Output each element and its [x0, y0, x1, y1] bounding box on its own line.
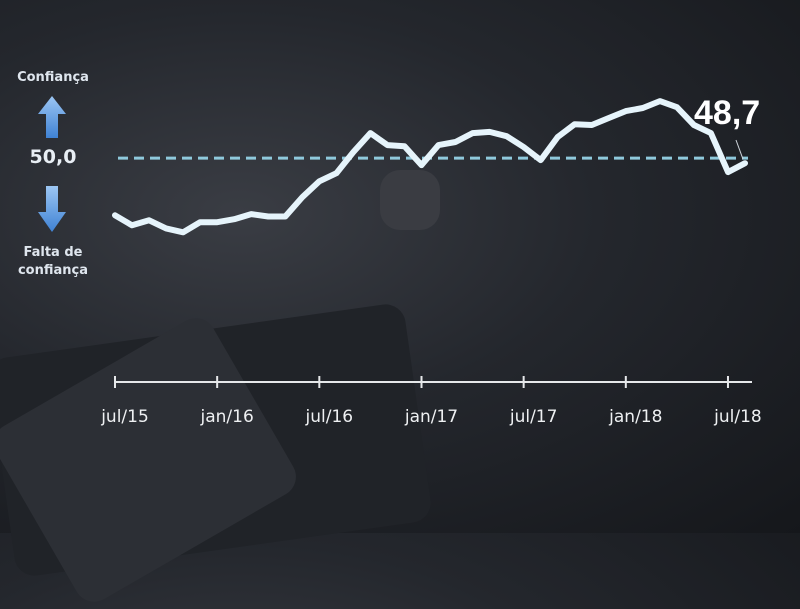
x-tick-label: jan/18 [608, 407, 662, 427]
x-tick-label: jan/17 [404, 407, 458, 427]
up-arrow-icon [38, 96, 66, 138]
down-arrow-icon [38, 186, 66, 232]
x-tick-label: jul/15 [100, 407, 149, 427]
line-chart: 48,7 jul/15 jan/16 jul/16 jan/17 jul/17 jan/1… [38, 94, 762, 427]
no-confidence-label-line2: confiança [17, 263, 89, 278]
x-tick-label: jan/16 [200, 407, 254, 427]
series-line [112, 98, 748, 236]
last-value-label: 48,7 [694, 94, 760, 132]
background-shape [380, 170, 440, 230]
x-tick-label: jul/18 [713, 407, 762, 427]
x-tick-label: jul/16 [305, 407, 354, 427]
reference-value-label: 50,0 [29, 146, 77, 168]
no-confidence-label: Falta de confiança [4, 244, 102, 280]
confidence-label: Confiança [17, 70, 89, 85]
no-confidence-label-line1: Falta de [23, 245, 83, 260]
last-value-leader [735, 139, 744, 160]
x-tick-label: jul/17 [509, 407, 558, 427]
